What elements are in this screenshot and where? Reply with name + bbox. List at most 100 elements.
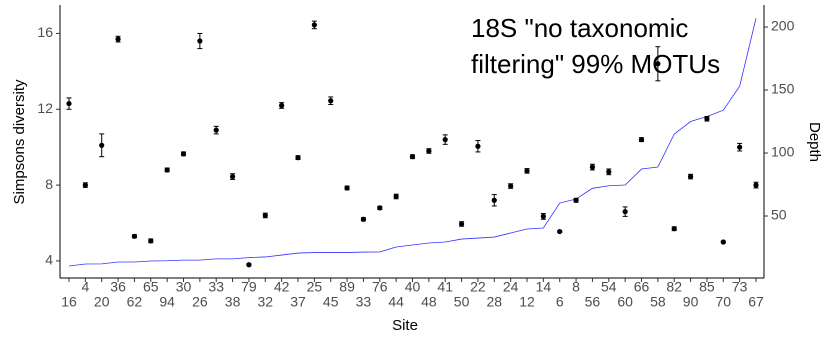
x-tick-label: 41 <box>437 279 453 295</box>
annotation: 18S "no taxonomic <box>471 13 688 43</box>
point <box>328 98 334 104</box>
point <box>426 148 432 154</box>
x-tick-label: 89 <box>339 279 355 295</box>
x-tick-label: 33 <box>356 294 372 310</box>
point <box>99 142 105 148</box>
x-tick-label: 44 <box>388 294 404 310</box>
x-tick-label: 45 <box>323 294 339 310</box>
point <box>66 100 72 107</box>
x-tick-label: 24 <box>503 279 519 295</box>
point <box>704 116 710 122</box>
point <box>589 164 596 170</box>
point <box>360 216 367 222</box>
point <box>115 36 121 42</box>
x-tick-label: 67 <box>748 294 764 310</box>
x-tick-label: 38 <box>225 294 241 310</box>
point <box>557 228 563 235</box>
y2-tick-label: 100 <box>771 144 795 160</box>
point <box>180 151 187 157</box>
point <box>671 226 677 232</box>
point <box>197 38 203 44</box>
x-tick-label: 14 <box>536 279 552 295</box>
x-tick-label: 50 <box>454 294 470 310</box>
depth-line <box>68 18 757 267</box>
point <box>213 127 219 133</box>
x-tick-label: 58 <box>650 294 666 310</box>
x-tick-label: 8 <box>572 279 580 295</box>
point <box>687 173 694 180</box>
x-tick-label: 70 <box>715 294 731 310</box>
point <box>442 137 448 143</box>
point <box>573 197 579 203</box>
point <box>737 144 743 150</box>
y-tick-label: 8 <box>45 176 53 192</box>
point <box>606 169 612 175</box>
point <box>475 143 481 149</box>
x-tick-label: 56 <box>585 294 601 310</box>
point <box>262 212 268 219</box>
y2-axis-label: Depth <box>806 122 823 162</box>
x-tick-label: 66 <box>634 279 650 295</box>
point <box>458 221 465 227</box>
point <box>311 22 317 28</box>
point <box>508 183 514 189</box>
point <box>148 238 154 244</box>
point <box>638 137 645 143</box>
point <box>131 233 138 239</box>
x-tick-label: 62 <box>127 294 143 310</box>
point <box>393 193 399 200</box>
point <box>164 167 170 173</box>
y-tick-label: 4 <box>45 252 53 268</box>
x-tick-label: 4 <box>81 279 89 295</box>
x-tick-label: 42 <box>274 279 290 295</box>
x-tick-label: 37 <box>290 294 306 310</box>
x-tick-label: 54 <box>601 279 617 295</box>
x-tick-label: 36 <box>110 279 126 295</box>
point <box>409 154 416 160</box>
x-tick-label: 12 <box>519 294 535 310</box>
y-axis-label: Simpsons diversity <box>11 79 28 205</box>
x-tick-label: 20 <box>94 294 110 310</box>
x-tick-label: 30 <box>176 279 192 295</box>
x-tick-label: 33 <box>208 279 224 295</box>
point <box>720 239 726 245</box>
x-tick-label: 65 <box>143 279 159 295</box>
point <box>622 209 628 215</box>
x-tick-label: 16 <box>61 294 77 310</box>
point <box>344 185 350 191</box>
y-tick-label: 16 <box>37 24 53 40</box>
x-axis-label: Site <box>392 317 418 334</box>
x-tick-label: 79 <box>241 279 257 295</box>
x-tick-label: 48 <box>421 294 437 310</box>
point <box>246 262 252 268</box>
y-tick-label: 12 <box>37 100 53 116</box>
x-tick-label: 25 <box>307 279 323 295</box>
y2-tick-label: 150 <box>771 81 795 97</box>
point <box>753 182 759 188</box>
point <box>524 168 530 174</box>
x-tick-label: 60 <box>617 294 633 310</box>
annotation: filtering" 99% MOTUs <box>471 49 720 79</box>
x-tick-label: 6 <box>556 294 564 310</box>
x-tick-label: 82 <box>666 279 682 295</box>
x-tick-label: 22 <box>470 279 486 295</box>
x-tick-label: 94 <box>159 294 175 310</box>
x-tick-label: 32 <box>257 294 273 310</box>
x-tick-label: 85 <box>699 279 715 295</box>
y2-tick-label: 50 <box>771 207 787 223</box>
point <box>82 182 88 188</box>
point <box>655 61 661 67</box>
point <box>279 102 285 109</box>
point <box>229 173 236 180</box>
x-tick-label: 28 <box>486 294 502 310</box>
x-tick-label: 73 <box>732 279 748 295</box>
point <box>540 213 546 219</box>
point <box>377 205 383 211</box>
point <box>295 155 301 161</box>
x-tick-label: 76 <box>372 279 388 295</box>
point <box>491 197 497 203</box>
x-tick-label: 40 <box>405 279 421 295</box>
x-tick-label: 26 <box>192 294 208 310</box>
y2-tick-label: 200 <box>771 18 795 34</box>
